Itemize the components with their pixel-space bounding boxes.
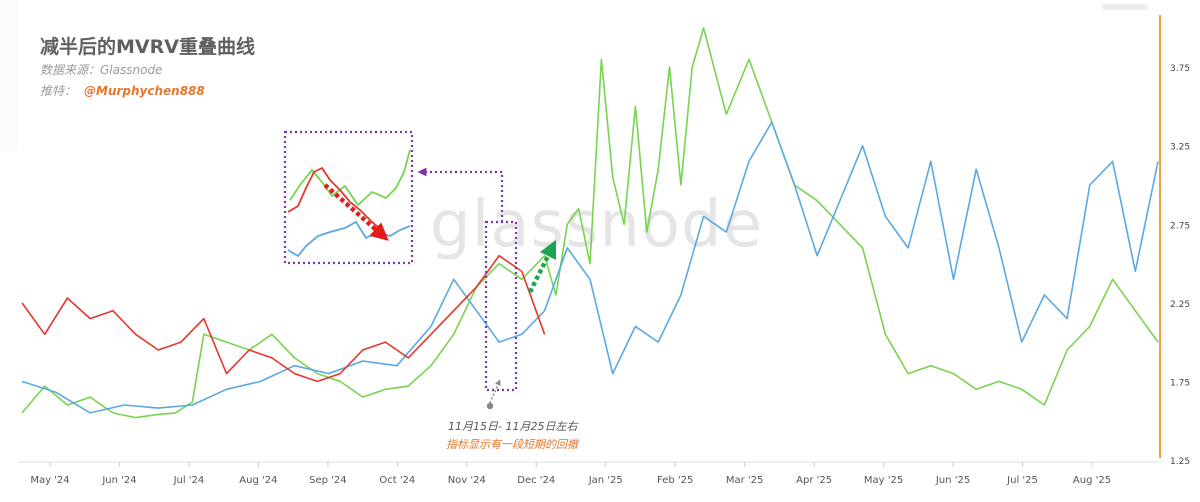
series-group [21, 27, 1159, 419]
x-tick-label: Apr '25 [796, 475, 832, 486]
pointer-dot [486, 402, 494, 410]
inset-red-line [287, 166, 385, 233]
y-tick-label: 1.75 [1170, 378, 1190, 388]
x-tick-label: Jan '25 [588, 475, 623, 486]
watermark: glassnode [430, 188, 764, 262]
x-tick-label: Feb '25 [657, 475, 693, 486]
y-tick-label: 2.75 [1170, 221, 1190, 231]
y-tick-label: 3.25 [1170, 143, 1190, 153]
y-axis: 1.25 1.75 2.25 2.75 3.25 3.75 [1159, 15, 1190, 467]
event-window-box [484, 220, 518, 392]
series-line-red [21, 254, 546, 383]
pointer-arrow [489, 379, 501, 404]
green-up-arrow [527, 239, 557, 294]
x-tick-label: Nov '24 [448, 475, 486, 486]
series-line-blue [21, 121, 1159, 414]
inset-blue-line [287, 220, 411, 258]
x-tick-label: Mar '25 [726, 475, 764, 486]
red-down-arrow [323, 183, 389, 241]
chart-menu-button[interactable] [1102, 4, 1148, 10]
y-tick-label: 1.25 [1170, 457, 1190, 467]
inset-box [283, 130, 414, 265]
credit-prefix: 推特： [40, 84, 77, 98]
series-line-green [21, 27, 1159, 419]
x-tick-label: Aug '24 [239, 475, 277, 486]
y-tick-label: 2.25 [1170, 300, 1190, 310]
inset-green-line [289, 149, 411, 207]
x-tick-label: Jun '25 [935, 475, 970, 486]
x-tick-label: Sep '24 [309, 475, 347, 486]
x-tick-label: May '25 [864, 475, 903, 486]
date-range-annotation: 11月15日- 11月25日左右 [448, 420, 578, 433]
connector-arrow [417, 167, 504, 222]
x-tick-label: Jun '24 [101, 475, 136, 486]
y-tick-label: 3.75 [1170, 64, 1190, 74]
twitter-handle[interactable]: @Murphychen888 [84, 84, 205, 98]
annotation-group [283, 130, 557, 410]
x-tick-label: Jul '24 [173, 475, 205, 486]
data-source: 数据来源：Glassnode [40, 63, 163, 77]
pullback-annotation: 指标显示有一段短期的回撤 [446, 438, 578, 451]
credit-line: 推特： @Murphychen888 [40, 82, 205, 99]
x-tick-label: Dec '24 [517, 475, 555, 486]
x-tick-label: Jul '25 [1006, 475, 1038, 486]
x-tick-label: Oct '24 [379, 475, 415, 486]
x-tick-label: Aug '25 [1073, 475, 1111, 486]
sidebar-strip [0, 0, 18, 150]
x-tick-label: May '24 [30, 475, 69, 486]
x-axis: May '24 Jun '24 Jul '24 Aug '24 Sep '24 Oct '… [18, 461, 1158, 486]
chart-title: 减半后的MVRV重叠曲线 [40, 36, 255, 58]
